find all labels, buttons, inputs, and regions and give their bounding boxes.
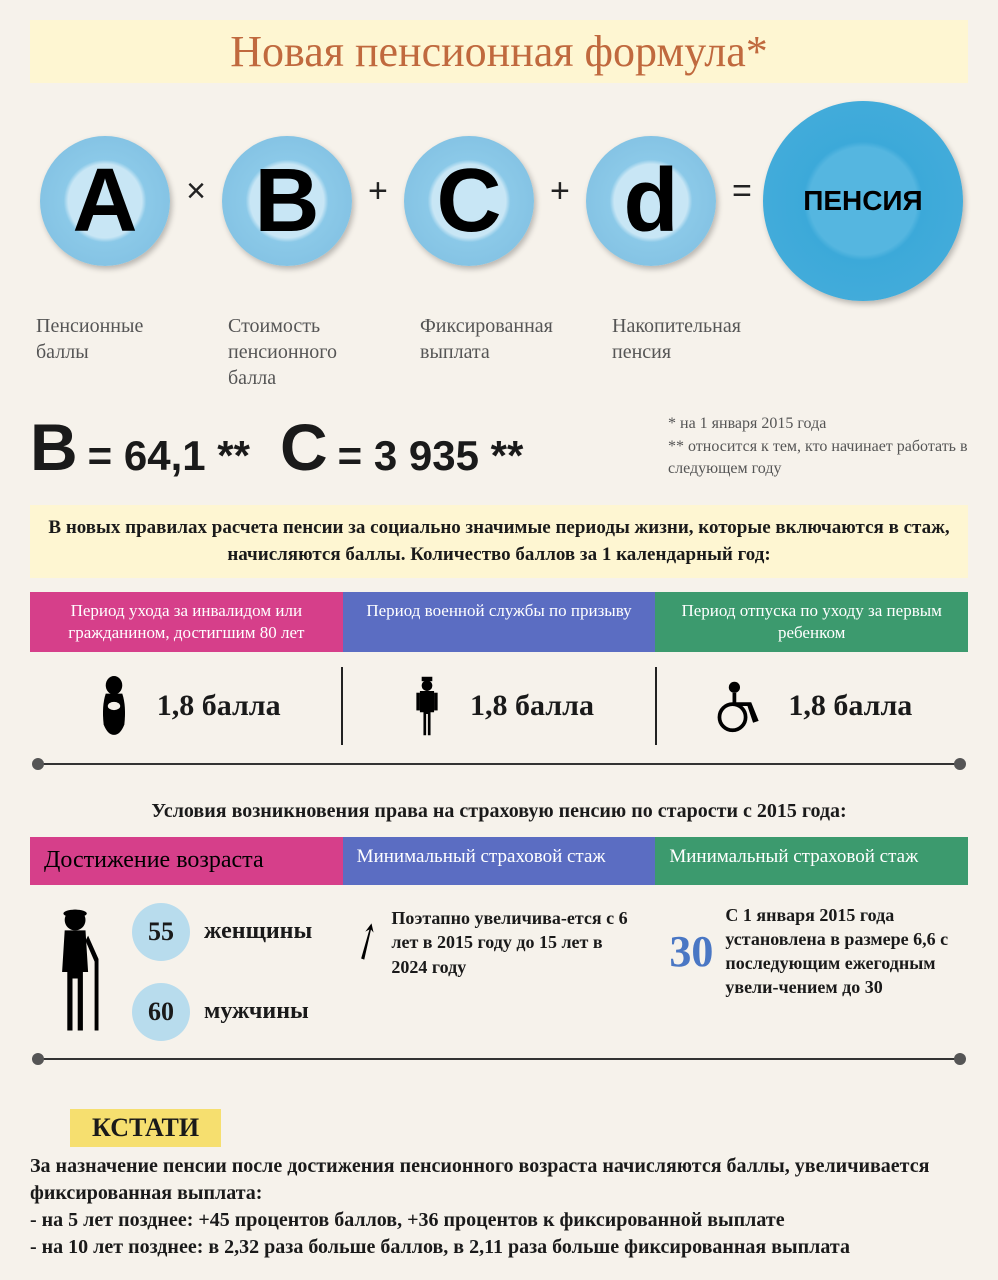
formula-term-d: d: [576, 136, 726, 266]
label-c: Фиксированная выплата: [420, 313, 580, 391]
op-plus-2: +: [546, 172, 574, 211]
kstati-section: КСТАТИ За назначение пенсии после достиж…: [30, 1095, 968, 1261]
period-header-3: Период отпуска по уходу за первым ребенк…: [655, 592, 968, 652]
age-row-women: 55 женщины: [132, 903, 312, 961]
slider-divider-2: [30, 1051, 968, 1067]
formula-row: А × В + С + d = ПЕНСИЯ: [30, 101, 968, 301]
explanation-band: В новых правилах расчета пенсии за социа…: [30, 505, 968, 578]
conditions-body: 55 женщины 60 мужчины Поэтапно увеличива…: [30, 899, 968, 1045]
conditions-header: Достижение возраста Минимальный страхово…: [30, 837, 968, 884]
elderly-icon: [91, 675, 137, 737]
main-title: Новая пенсионная формула*: [30, 20, 968, 83]
op-times: ×: [182, 172, 210, 211]
age-55: 55: [132, 903, 190, 961]
value-b-letter: В: [30, 409, 78, 485]
score-3: 1,8 балла: [788, 689, 912, 723]
cond-header-2: Минимальный страховой стаж: [343, 837, 656, 884]
slider-dot: [954, 1053, 966, 1065]
value-c: С = 3 935 **: [280, 409, 523, 485]
op-plus-1: +: [364, 172, 392, 211]
cond-header-1: Достижение возраста: [30, 837, 343, 884]
value-c-letter: С: [280, 409, 328, 485]
conditions-subtitle: Условия возникновения права на страховую…: [30, 800, 968, 823]
value-b: В = 64,1 **: [30, 409, 250, 485]
cond-cell-mid: Поэтапно увеличива-ется с 6 лет в 2015 г…: [343, 899, 656, 1045]
slider-dot: [32, 1053, 44, 1065]
slider-divider-1: [30, 756, 968, 772]
age-row-men: 60 мужчины: [132, 983, 312, 1041]
soldier-icon: [404, 675, 450, 737]
circle-c: С: [404, 136, 534, 266]
age-label-women: женщины: [204, 918, 312, 945]
person-cane-icon: [44, 907, 114, 1037]
score-1: 1,8 балла: [157, 689, 281, 723]
footnote-1: * на 1 января 2015 года: [668, 413, 968, 435]
label-a: Пенсионные баллы: [36, 313, 196, 391]
slider-dot: [32, 758, 44, 770]
formula-term-b: В: [212, 136, 362, 266]
circle-d: d: [586, 136, 716, 266]
cond-header-3: Минимальный страховой стаж: [655, 837, 968, 884]
kstati-badge: КСТАТИ: [70, 1109, 221, 1147]
circle-b: В: [222, 136, 352, 266]
period-header-1: Период ухода за инвалидом или гражданино…: [30, 592, 343, 652]
periods-body: 1,8 балла 1,8 балла 1,8 балла: [30, 662, 968, 750]
footnote-2: ** относится к тем, кто начинает работат…: [668, 436, 968, 481]
circle-result: ПЕНСИЯ: [763, 101, 963, 301]
period-cell-2: 1,8 балла: [343, 667, 656, 745]
footnotes: * на 1 января 2015 года ** относится к т…: [668, 413, 968, 480]
period-cell-1: 1,8 балла: [30, 667, 343, 745]
cond-mid-text: Поэтапно увеличива-ется с 6 лет в 2015 г…: [391, 906, 641, 979]
value-b-eq: = 64,1 **: [88, 432, 250, 480]
period-cell-3: 1,8 балла: [657, 662, 968, 750]
big-30: 30: [669, 926, 713, 977]
label-d: Накопительная пенсия: [612, 313, 772, 391]
wheelchair-icon: [712, 670, 768, 742]
term-labels: Пенсионные баллы Стоимость пенсионного б…: [30, 313, 968, 391]
score-2: 1,8 балла: [470, 689, 594, 723]
period-header-2: Период военной службы по призыву: [343, 592, 656, 652]
formula-result: ПЕНСИЯ: [758, 101, 968, 301]
op-equals: =: [728, 172, 756, 211]
label-b: Стоимость пенсионного балла: [228, 313, 388, 391]
formula-term-a: А: [30, 136, 180, 266]
cond-right-text: С 1 января 2015 года установлена в разме…: [725, 903, 954, 1000]
age-60: 60: [132, 983, 190, 1041]
periods-header: Период ухода за инвалидом или гражданино…: [30, 592, 968, 652]
value-c-eq: = 3 935 **: [338, 432, 524, 480]
values-row: В = 64,1 ** С = 3 935 ** * на 1 января 2…: [30, 409, 968, 485]
cond-cell-right: 30 С 1 января 2015 года установлена в ра…: [655, 899, 968, 1045]
kstati-text: За назначение пенсии после достижения пе…: [30, 1153, 968, 1261]
formula-term-c: С: [394, 136, 544, 266]
slider-dot: [954, 758, 966, 770]
age-label-men: мужчины: [204, 998, 309, 1025]
circle-a: А: [40, 136, 170, 266]
cond-cell-age: 55 женщины 60 мужчины: [30, 899, 343, 1045]
arrow-up-icon: [357, 903, 378, 983]
